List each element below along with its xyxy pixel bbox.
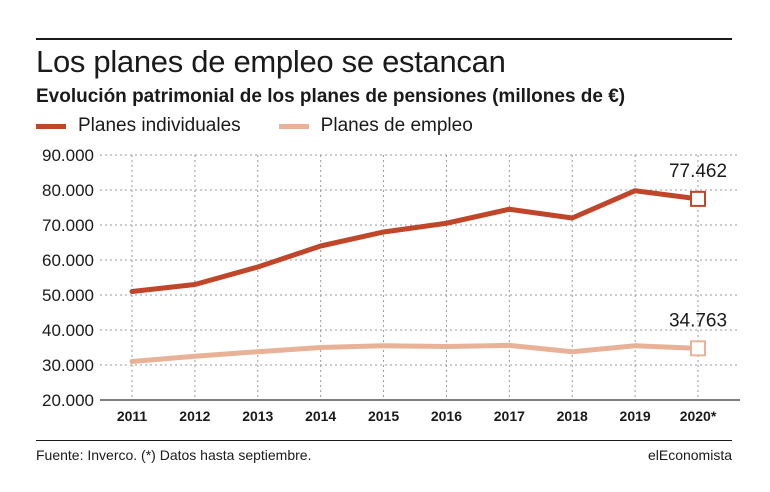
y-tick-label: 70.000	[42, 216, 94, 235]
end-value-label: 77.462	[669, 161, 727, 182]
y-tick-label: 40.000	[42, 321, 94, 340]
x-tick-label: 2018	[557, 408, 588, 424]
x-tick-label: 2016	[431, 408, 462, 424]
x-tick-label: 2020*	[680, 408, 717, 424]
y-tick-label: 30.000	[42, 356, 94, 375]
y-tick-label: 90.000	[42, 146, 94, 165]
x-tick-label: 2011	[117, 408, 148, 424]
series-line-empleo	[129, 342, 701, 364]
brand-logo-text: elEconomista	[647, 447, 732, 463]
x-tick-label: 2014	[305, 408, 336, 424]
y-tick-label: 80.000	[42, 181, 94, 200]
legend-label-individuales: Planes individuales	[78, 115, 241, 136]
legend-swatch-empleo	[278, 123, 309, 129]
top-rule	[36, 38, 732, 40]
series-line-individuales	[129, 188, 701, 294]
end-value-label: 34.763	[669, 310, 727, 331]
end-marker	[690, 190, 706, 207]
legend-item-individuales: Planes individuales	[36, 115, 241, 137]
x-tick-label: 2013	[242, 408, 273, 424]
bottom-rule	[36, 440, 732, 441]
y-tick-label: 20.000	[42, 391, 94, 410]
chart-title: Los planes de empleo se estancan	[36, 44, 506, 79]
legend-swatch-individuales	[36, 123, 66, 129]
x-tick-label: 2015	[368, 408, 399, 424]
end-marker	[690, 340, 706, 357]
y-tick-label: 60.000	[42, 251, 94, 270]
y-tick-label: 50.000	[42, 286, 94, 305]
legend-label-empleo: Planes de empleo	[320, 115, 473, 136]
line-chart: 20.000 30.000 40.000 50.000 60.000 70.000 80.0…	[42, 146, 740, 424]
chart-subtitle: Evolución patrimonial de los planes de p…	[36, 86, 626, 107]
source-note: Fuente: Inverco. (*) Datos hasta septiem…	[36, 447, 312, 463]
legend: Planes individuales Planes de empleo	[36, 114, 511, 138]
x-tick-label: 2017	[494, 408, 525, 424]
legend-item-empleo: Planes de empleo	[278, 115, 473, 137]
x-tick-label: 2019	[620, 408, 651, 424]
x-tick-label: 2012	[179, 408, 210, 424]
